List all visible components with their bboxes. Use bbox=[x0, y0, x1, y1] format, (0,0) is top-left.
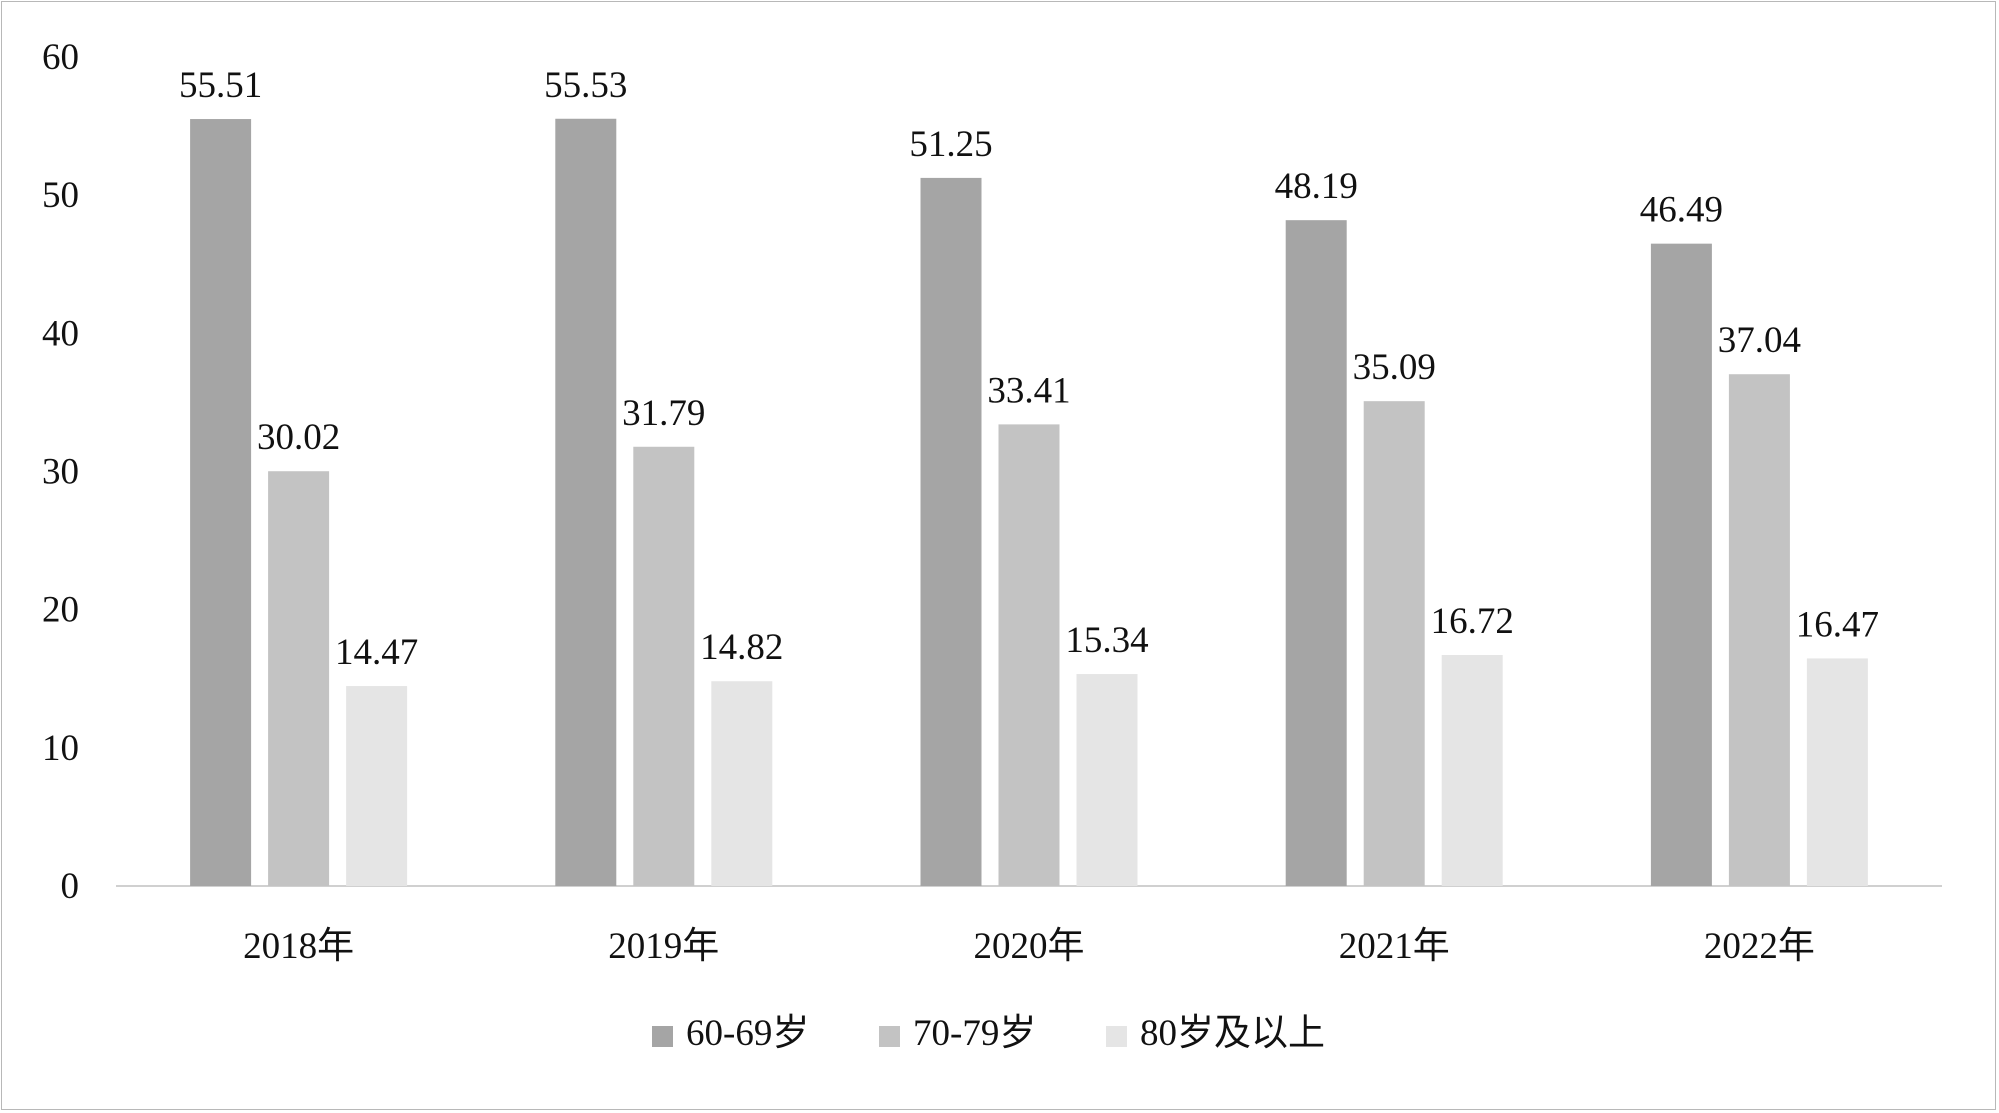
legend: 60-69岁 70-79岁 80岁及以上 bbox=[652, 1012, 1325, 1054]
y-tick-label: 10 bbox=[42, 728, 79, 769]
bar-3-2 bbox=[1441, 654, 1503, 886]
bar-4-2 bbox=[1806, 658, 1868, 886]
data-label: 48.19 bbox=[1275, 166, 1358, 207]
y-tick-label: 20 bbox=[42, 590, 79, 631]
data-label: 15.34 bbox=[1065, 620, 1148, 661]
bar-1-0 bbox=[555, 118, 617, 886]
y-axis-ticks: 0 10 20 30 40 50 60 bbox=[42, 37, 79, 907]
legend-swatch-1 bbox=[879, 1026, 900, 1047]
legend-label-2: 80岁及以上 bbox=[1140, 1012, 1325, 1054]
bar-4-0 bbox=[1650, 243, 1712, 887]
data-label: 16.72 bbox=[1431, 601, 1514, 642]
y-tick-label: 0 bbox=[61, 866, 80, 907]
y-tick-label: 50 bbox=[42, 175, 79, 216]
data-label: 31.79 bbox=[622, 393, 705, 434]
data-label: 30.02 bbox=[257, 417, 340, 458]
y-tick-label: 40 bbox=[42, 313, 79, 354]
data-label: 14.47 bbox=[335, 632, 418, 673]
bar-2-2 bbox=[1076, 674, 1138, 886]
x-tick-label: 2020年 bbox=[974, 925, 1085, 967]
data-label: 46.49 bbox=[1640, 190, 1723, 231]
data-label: 35.09 bbox=[1353, 347, 1436, 388]
data-label: 33.41 bbox=[987, 370, 1070, 411]
y-tick-label: 30 bbox=[42, 452, 79, 493]
bar-0-1 bbox=[268, 471, 330, 886]
y-tick-label: 60 bbox=[42, 37, 79, 78]
x-tick-label: 2021年 bbox=[1339, 925, 1450, 967]
x-tick-label: 2022年 bbox=[1704, 925, 1815, 967]
bar-1-1 bbox=[633, 446, 695, 886]
data-labels: 55.51 30.02 14.47 55.53 31.79 14.82 51.25 33.41… bbox=[179, 65, 1879, 673]
legend-swatch-0 bbox=[652, 1026, 673, 1047]
data-label: 14.82 bbox=[700, 627, 783, 668]
bar-2-0 bbox=[920, 177, 982, 887]
bar-2-1 bbox=[998, 424, 1060, 886]
legend-label-0: 60-69岁 bbox=[686, 1012, 809, 1054]
bar-3-0 bbox=[1285, 220, 1347, 887]
data-label: 16.47 bbox=[1796, 604, 1879, 645]
x-axis-ticks: 2018年 2019年 2020年 2021年 2022年 bbox=[243, 925, 1815, 967]
bar-3-1 bbox=[1363, 401, 1425, 886]
x-tick-label: 2018年 bbox=[243, 925, 354, 967]
x-tick-label: 2019年 bbox=[608, 925, 719, 967]
bars bbox=[190, 118, 1868, 887]
data-label: 55.53 bbox=[544, 65, 627, 106]
legend-label-1: 70-79岁 bbox=[913, 1012, 1036, 1054]
data-label: 51.25 bbox=[909, 124, 992, 165]
data-label: 55.51 bbox=[179, 65, 262, 106]
bar-0-0 bbox=[190, 119, 252, 886]
legend-swatch-2 bbox=[1106, 1026, 1127, 1047]
bar-0-2 bbox=[346, 686, 408, 886]
data-label: 37.04 bbox=[1718, 320, 1801, 361]
bar-4-1 bbox=[1728, 374, 1790, 886]
bar-1-2 bbox=[711, 681, 773, 886]
